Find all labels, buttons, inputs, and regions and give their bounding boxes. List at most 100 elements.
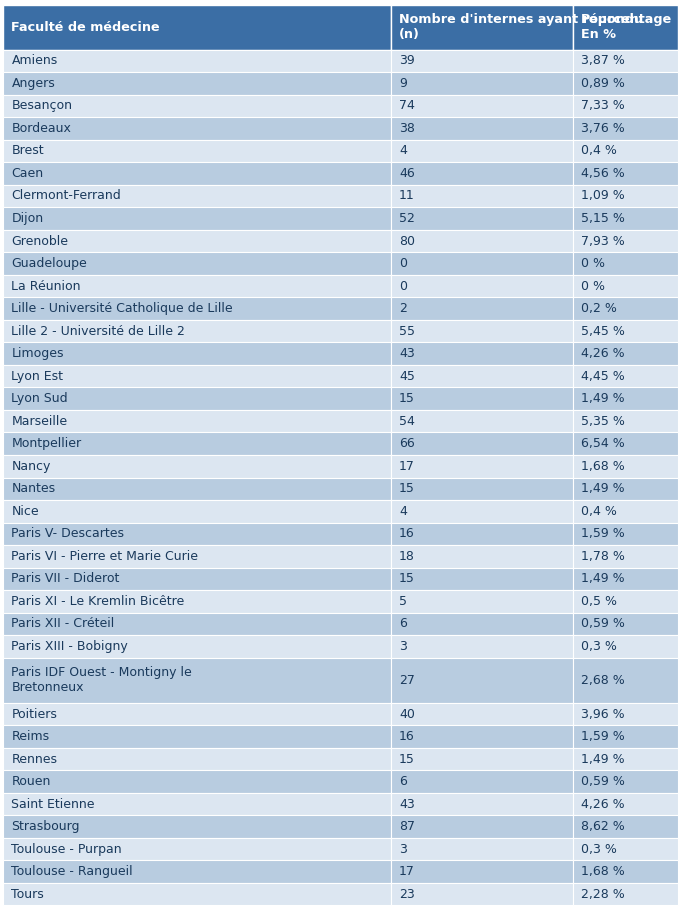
Text: 4,56 %: 4,56 % <box>581 167 625 180</box>
Text: 3,96 %: 3,96 % <box>581 707 624 721</box>
Bar <box>391 501 573 522</box>
Text: 3,87 %: 3,87 % <box>581 55 625 67</box>
Bar <box>573 320 678 342</box>
Bar <box>3 185 391 207</box>
Text: Lyon Est: Lyon Est <box>12 369 63 383</box>
Text: 0,4 %: 0,4 % <box>581 145 617 157</box>
Text: 1,49 %: 1,49 % <box>581 482 624 495</box>
Bar <box>391 771 573 793</box>
Text: 4,26 %: 4,26 % <box>581 797 624 811</box>
Bar <box>3 658 391 703</box>
Text: 55: 55 <box>399 325 415 338</box>
Bar <box>573 612 678 635</box>
Bar <box>3 5 391 49</box>
Bar <box>3 703 391 725</box>
Text: 43: 43 <box>399 347 415 360</box>
Text: Caen: Caen <box>12 167 44 180</box>
Bar <box>3 275 391 298</box>
Text: 66: 66 <box>399 437 415 450</box>
Text: 0,3 %: 0,3 % <box>581 843 617 855</box>
Bar <box>573 635 678 658</box>
Text: 45: 45 <box>399 369 415 383</box>
Text: 74: 74 <box>399 99 415 113</box>
Bar <box>3 522 391 545</box>
Text: Lyon Sud: Lyon Sud <box>12 392 68 405</box>
Bar <box>573 455 678 478</box>
Text: Paris V- Descartes: Paris V- Descartes <box>12 527 125 541</box>
Bar <box>573 72 678 95</box>
Text: 3,76 %: 3,76 % <box>581 122 625 135</box>
Text: Guadeloupe: Guadeloupe <box>12 257 87 270</box>
Text: Brest: Brest <box>12 145 44 157</box>
Text: 4,45 %: 4,45 % <box>581 369 625 383</box>
Text: 11: 11 <box>399 189 415 203</box>
Bar <box>391 275 573 298</box>
Bar <box>391 545 573 568</box>
Bar <box>391 298 573 320</box>
Text: 1,49 %: 1,49 % <box>581 753 624 765</box>
Text: Grenoble: Grenoble <box>12 235 69 248</box>
Bar <box>3 49 391 72</box>
Text: Nice: Nice <box>12 505 39 518</box>
Bar <box>573 410 678 432</box>
Bar <box>573 252 678 275</box>
Bar <box>573 95 678 117</box>
Bar <box>391 748 573 771</box>
Bar <box>573 478 678 500</box>
Bar <box>3 591 391 612</box>
Text: 16: 16 <box>399 730 415 743</box>
Text: Limoges: Limoges <box>12 347 64 360</box>
Text: 9: 9 <box>399 76 407 90</box>
Bar <box>573 522 678 545</box>
Text: 1,59 %: 1,59 % <box>581 730 625 743</box>
Text: 6,54 %: 6,54 % <box>581 437 625 450</box>
Bar <box>391 207 573 230</box>
Bar <box>3 612 391 635</box>
Bar <box>391 478 573 500</box>
Text: 0: 0 <box>399 257 407 270</box>
Text: Strasbourg: Strasbourg <box>12 820 80 834</box>
Text: 0 %: 0 % <box>581 279 605 293</box>
Text: 0: 0 <box>399 279 407 293</box>
Text: Paris VII - Diderot: Paris VII - Diderot <box>12 572 120 585</box>
Text: Angers: Angers <box>12 76 55 90</box>
Bar <box>573 185 678 207</box>
Bar <box>3 861 391 883</box>
Bar <box>391 591 573 612</box>
Bar <box>573 838 678 861</box>
Text: 0,59 %: 0,59 % <box>581 617 625 631</box>
Text: 0,4 %: 0,4 % <box>581 505 617 518</box>
Text: 1,78 %: 1,78 % <box>581 550 625 563</box>
Bar <box>391 815 573 838</box>
Bar <box>3 388 391 410</box>
Bar <box>3 95 391 117</box>
Bar <box>391 185 573 207</box>
Text: Tours: Tours <box>12 887 44 901</box>
Bar <box>573 342 678 365</box>
Text: 5,35 %: 5,35 % <box>581 415 625 428</box>
Text: 3: 3 <box>399 640 407 653</box>
Text: 0 %: 0 % <box>581 257 605 270</box>
Text: 4: 4 <box>399 505 407 518</box>
Bar <box>3 568 391 591</box>
Bar <box>573 140 678 162</box>
Text: 15: 15 <box>399 753 415 765</box>
Bar <box>3 72 391 95</box>
Bar <box>573 230 678 252</box>
Bar <box>3 117 391 140</box>
Bar <box>391 658 573 703</box>
Bar <box>3 771 391 793</box>
Bar <box>3 342 391 365</box>
Text: Lille - Université Catholique de Lille: Lille - Université Catholique de Lille <box>12 302 233 315</box>
Bar <box>573 207 678 230</box>
Bar <box>3 501 391 522</box>
Text: 38: 38 <box>399 122 415 135</box>
Text: 23: 23 <box>399 887 415 901</box>
Text: 43: 43 <box>399 797 415 811</box>
Bar <box>391 49 573 72</box>
Text: 5: 5 <box>399 595 407 608</box>
Text: 7,93 %: 7,93 % <box>581 235 625 248</box>
Text: Rouen: Rouen <box>12 775 51 788</box>
Bar <box>3 432 391 455</box>
Bar <box>3 635 391 658</box>
